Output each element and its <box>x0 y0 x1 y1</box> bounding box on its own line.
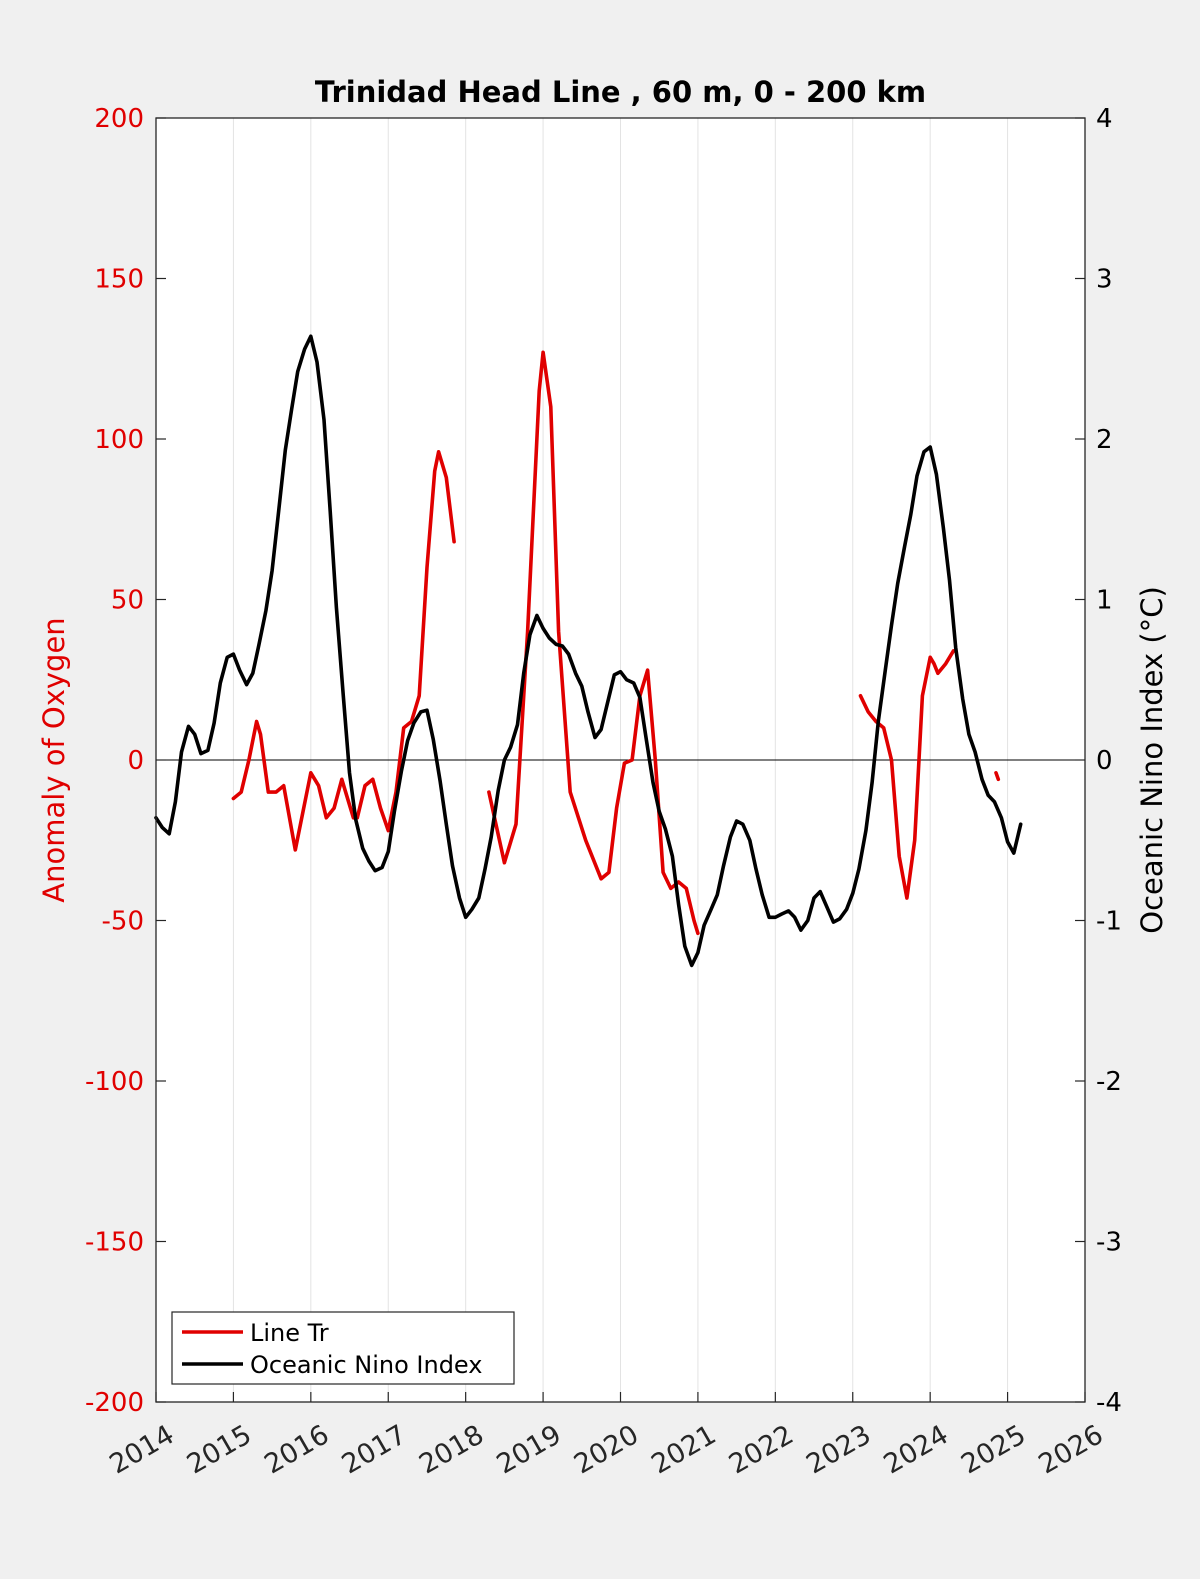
series-layer <box>154 334 1023 968</box>
legend-label-line-tr: Line Tr <box>250 1319 329 1347</box>
x-tick-label: 2014 <box>104 1419 179 1480</box>
left-y-tick-label: 100 <box>94 425 144 455</box>
x-tick-label: 2017 <box>337 1419 412 1480</box>
x-tick-label: 2023 <box>801 1419 876 1480</box>
x-tick-label: 2024 <box>879 1419 954 1480</box>
oxygen-series-line <box>994 771 1001 782</box>
right-y-tick-label: 2 <box>1096 425 1113 455</box>
x-tick-label: 2021 <box>646 1419 721 1480</box>
right-y-tick-label: -3 <box>1096 1228 1122 1258</box>
left-axis-label: Anomaly of Oxygen <box>37 617 71 902</box>
x-tick-label: 2026 <box>1033 1419 1108 1480</box>
oxygen-series-line <box>231 450 456 852</box>
right-y-tick-label: 1 <box>1096 586 1113 616</box>
left-y-tick-label: -100 <box>85 1067 144 1097</box>
right-y-tick-label: -1 <box>1096 907 1122 937</box>
chart-title: Trinidad Head Line , 60 m, 0 - 200 km <box>315 75 926 109</box>
legend: Line Tr Oceanic Nino Index <box>171 1311 515 1385</box>
legend-label-oni: Oceanic Nino Index <box>250 1351 482 1379</box>
oni-series-line <box>154 334 1023 968</box>
right-y-tick-label: 4 <box>1096 104 1113 134</box>
right-y-tick-label: -2 <box>1096 1067 1122 1097</box>
left-y-tick-label: -50 <box>102 907 144 937</box>
legend-box <box>171 1311 515 1385</box>
x-tick-label: 2025 <box>956 1419 1031 1480</box>
x-tick-label: 2022 <box>724 1419 799 1480</box>
x-tick-label: 2019 <box>492 1419 567 1480</box>
left-y-tick-label: 200 <box>94 104 144 134</box>
left-y-tick-label: 0 <box>127 746 144 776</box>
x-tick-label: 2015 <box>182 1419 257 1480</box>
oxygen-series-line <box>487 350 700 936</box>
x-tick-label: 2018 <box>414 1419 489 1480</box>
right-y-tick-label: 0 <box>1096 746 1113 776</box>
right-y-tick-label: -4 <box>1096 1388 1122 1418</box>
left-y-tick-label: -200 <box>85 1388 144 1418</box>
right-axis-label: Oceanic Nino Index (°C) <box>1135 586 1169 934</box>
left-y-tick-label: 50 <box>111 586 144 616</box>
left-y-tick-label: -150 <box>85 1228 144 1258</box>
x-tick-label: 2016 <box>259 1419 334 1480</box>
right-y-tick-label: 3 <box>1096 265 1113 295</box>
x-tick-label: 2020 <box>569 1419 644 1480</box>
left-y-tick-label: 150 <box>94 265 144 295</box>
